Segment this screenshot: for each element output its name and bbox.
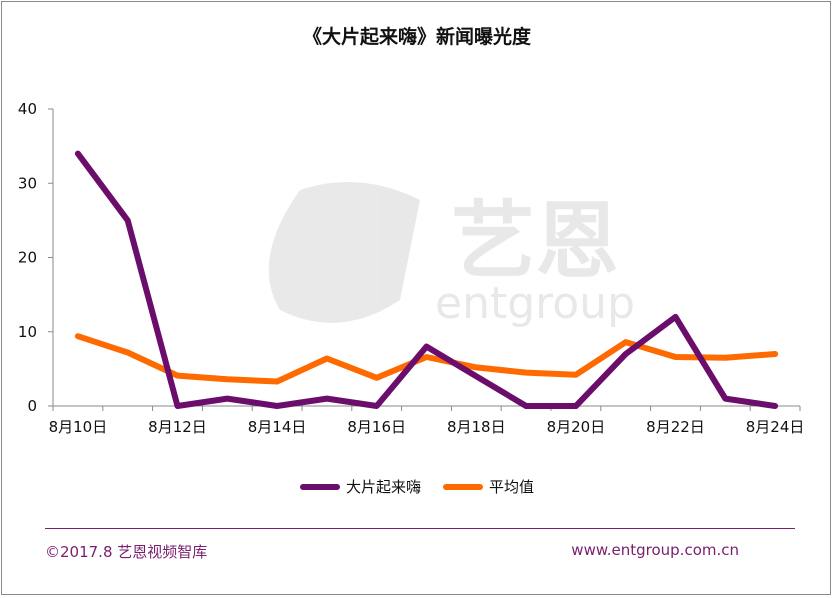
x-tick-label: 8月24日 [746,418,805,436]
series-line-2 [74,333,779,385]
watermark-text-cn: 艺恩 [451,192,619,290]
y-tick-label: 0 [27,397,37,415]
y-tick-label: 40 [18,100,37,118]
x-tick-label: 8月20日 [547,418,606,436]
y-tick-label: 30 [18,174,37,192]
legend-label-series-2: 平均值 [489,478,535,496]
x-tick-label: 8月14日 [248,418,307,436]
legend-item-series-2: 平均值 [443,476,534,497]
chart-title: 《大片起来嗨》新闻曝光度 [302,26,531,48]
x-tick-label: 8月10日 [49,418,108,436]
watermark-logo-icon [268,182,420,323]
legend-label-series-1: 大片起来嗨 [345,478,421,496]
legend-swatch-series-2 [443,483,483,490]
x-tick-label: 8月12日 [148,418,207,436]
watermark-text-en: entgroup [435,278,635,329]
legend-item-series-1: 大片起来嗨 [299,476,421,497]
x-tick-label: 8月22日 [646,418,705,436]
legend-swatch-series-1 [299,483,340,490]
x-tick-label: 8月16日 [347,418,406,436]
series-line-1 [74,150,779,409]
y-tick-label: 10 [18,323,37,341]
footer-copyright: ©2017.8 艺恩视频智库 [45,543,208,561]
y-tick-label: 20 [18,249,37,267]
x-tick-label: 8月18日 [447,418,506,436]
footer-divider [45,528,795,529]
legend: 大片起来嗨 平均值 [0,476,834,497]
footer-website: www.entgroup.com.cn [571,541,739,559]
